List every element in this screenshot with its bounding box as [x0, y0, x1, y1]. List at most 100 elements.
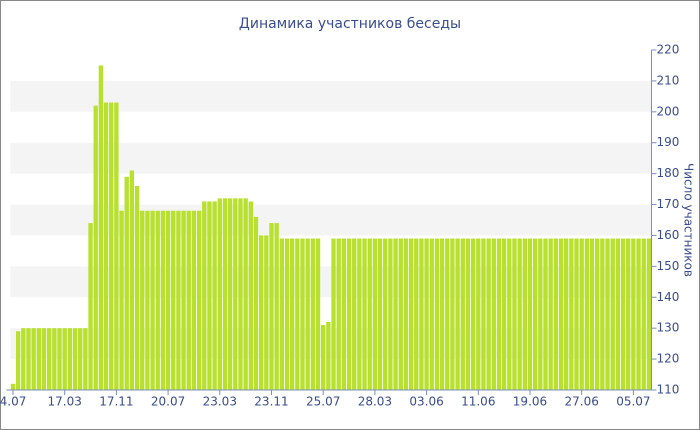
bar [186, 210, 191, 390]
y-tick-label: 130 [656, 321, 679, 335]
bar [367, 238, 372, 390]
bar [470, 238, 476, 390]
bar [26, 328, 31, 390]
bar [626, 238, 631, 390]
bar [620, 238, 626, 390]
bar [383, 238, 388, 390]
bar [574, 238, 579, 390]
bar [336, 238, 341, 390]
y-tick-label: 160 [656, 228, 679, 242]
bar [217, 198, 222, 390]
bar [88, 223, 93, 390]
bar [434, 238, 440, 390]
x-tick-label: 11.06 [461, 395, 495, 409]
bar [145, 210, 150, 390]
bar [181, 210, 186, 390]
x-tick-label: 03.06 [409, 395, 443, 409]
bar [419, 238, 424, 390]
bar [21, 328, 26, 390]
bar [31, 328, 36, 390]
bar [445, 238, 450, 390]
bar [548, 238, 553, 390]
bar [98, 65, 104, 391]
bar [553, 238, 559, 390]
bar [155, 210, 160, 390]
bar [238, 198, 243, 390]
y-tick-label: 200 [656, 104, 679, 118]
bar [274, 223, 279, 390]
bar [248, 201, 253, 390]
bar [491, 238, 496, 390]
bar [388, 238, 393, 390]
bar [589, 238, 595, 390]
bar [196, 210, 202, 390]
bar [124, 176, 129, 390]
x-tick-label: 17.11 [99, 395, 133, 409]
y-tick-label: 180 [656, 166, 679, 180]
bar [517, 238, 522, 390]
y-tick-label: 140 [656, 290, 679, 304]
bar [569, 238, 574, 390]
bar [140, 210, 145, 390]
bar [160, 210, 166, 390]
bar [362, 238, 367, 390]
bar [321, 325, 326, 390]
bar [414, 238, 419, 390]
bar [67, 328, 73, 390]
bar [538, 238, 543, 390]
x-tick-label: 19.06 [513, 395, 547, 409]
bar [527, 238, 533, 390]
bar [372, 238, 378, 390]
bar [532, 238, 538, 390]
bar [62, 328, 67, 390]
x-tick-label: 23.11 [254, 395, 288, 409]
bar [543, 238, 548, 390]
bar [103, 102, 109, 390]
bar [78, 328, 83, 390]
bar [253, 216, 259, 390]
bar [331, 238, 336, 390]
bar [264, 235, 269, 390]
bar [41, 328, 47, 390]
bar [15, 331, 21, 390]
bar [522, 238, 527, 390]
bar [129, 170, 135, 390]
bar [352, 238, 357, 390]
bar [486, 238, 491, 390]
bar [465, 238, 471, 390]
x-tick-label: 25.07 [306, 395, 340, 409]
bar [233, 198, 238, 390]
bar [326, 322, 331, 390]
bar [202, 201, 207, 390]
bar [212, 201, 217, 390]
bar [279, 238, 284, 390]
bar [507, 238, 512, 390]
bar [222, 198, 228, 390]
bar [57, 328, 62, 390]
bar [341, 238, 347, 390]
bar [52, 328, 57, 390]
bar [47, 328, 52, 390]
bar [191, 210, 197, 390]
bar [408, 238, 414, 390]
y-tick-label: 210 [656, 73, 679, 87]
bar [429, 238, 434, 390]
y-tick-label: 190 [656, 135, 679, 149]
bar [605, 238, 610, 390]
chart-title: Динамика участников беседы [239, 16, 461, 32]
bar [36, 328, 42, 390]
bar [269, 223, 274, 390]
bar [646, 238, 652, 390]
y-tick-label: 150 [656, 259, 679, 273]
x-tick-label: 27.06 [565, 395, 599, 409]
x-tick-label: 20.07 [151, 395, 185, 409]
y-tick-label: 110 [656, 383, 679, 397]
bar [227, 198, 233, 390]
bar [243, 198, 248, 390]
bar [439, 238, 445, 390]
bar [403, 238, 409, 390]
y-tick-label: 120 [656, 352, 679, 366]
bar [284, 238, 290, 390]
bar [93, 105, 98, 391]
